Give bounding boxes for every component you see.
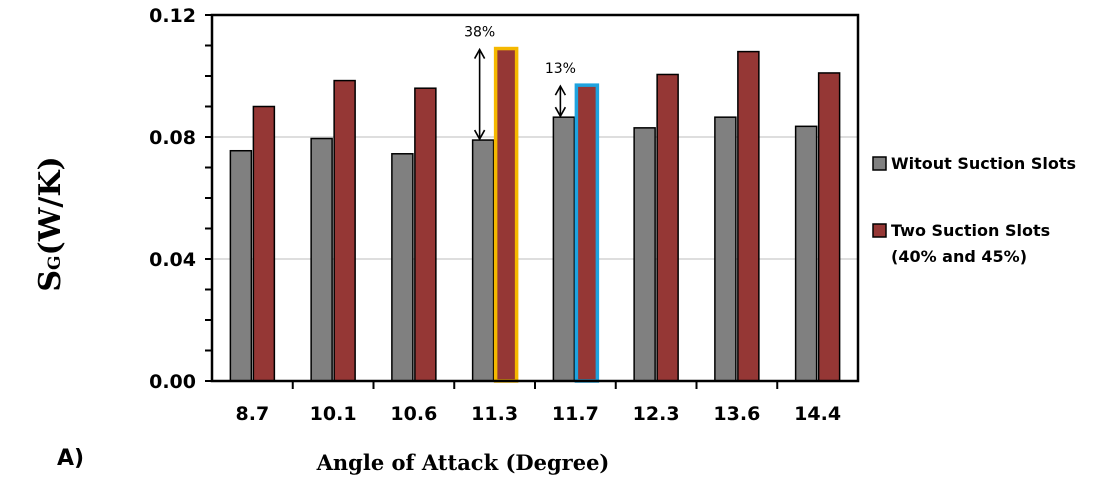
bar-two-slots xyxy=(737,50,760,382)
x-tick-label: 11.3 xyxy=(471,403,518,425)
increase-label: 38% xyxy=(464,25,495,41)
increase-label: 13% xyxy=(545,61,576,77)
y-tick-label: 0.08 xyxy=(149,127,196,149)
legend-swatch-two-slots xyxy=(872,223,887,238)
arrowhead-down xyxy=(473,129,486,141)
bar-two-slots xyxy=(414,87,437,382)
arrowhead-up xyxy=(554,84,567,96)
x-tick-label: 10.1 xyxy=(310,403,357,425)
y-tick-label: 0.04 xyxy=(149,249,196,271)
bar-two-slots xyxy=(817,72,841,382)
axes: 0.00 0.04 0.08 0.12 8.7 10.1 10.6 11.3 11.7 12.3 1… xyxy=(149,5,860,425)
x-tick-label: 8.7 xyxy=(236,403,270,425)
bar-two-slots xyxy=(656,73,679,382)
y-tick-label: 0.00 xyxy=(149,371,196,393)
legend-label-two-slots: Two Suction Slots xyxy=(891,221,1050,240)
bar-without-slots xyxy=(714,116,737,382)
legend-swatch-without xyxy=(872,156,887,171)
bar-two-slots xyxy=(252,105,276,382)
x-tick-label: 10.6 xyxy=(390,403,437,425)
bar-without-slots xyxy=(633,127,656,382)
y-tick-label: 0.12 xyxy=(149,5,196,27)
bar-two-slots xyxy=(333,79,356,382)
plot-frame xyxy=(210,13,860,383)
legend: Witout Suction Slots Two Suction Slots (… xyxy=(872,154,1076,266)
annotations: 38% 13% xyxy=(464,25,576,141)
y-axis-title-rest: (W/K) xyxy=(33,156,68,255)
bar-without-slots xyxy=(229,149,253,382)
legend-label-without: Witout Suction Slots xyxy=(891,154,1076,173)
gridlines xyxy=(212,136,858,260)
panel-label: A) xyxy=(57,446,84,471)
x-axis-title: Angle of Attack (Degree) xyxy=(316,450,610,475)
y-axis-title-main: S xyxy=(33,270,68,292)
bar-without-slots xyxy=(471,139,495,382)
bars xyxy=(229,46,841,383)
arrowhead-down xyxy=(554,106,567,118)
x-tick-label: 13.6 xyxy=(713,403,760,425)
bar-without-slots xyxy=(794,125,818,382)
y-axis-title: SG(W/K) xyxy=(33,156,68,291)
bar-two-slots xyxy=(574,83,600,383)
x-tick-label: 14.4 xyxy=(794,403,841,425)
bar-without-slots xyxy=(391,153,414,382)
bar-two-slots xyxy=(493,46,519,383)
x-tick-label: 11.7 xyxy=(552,403,599,425)
arrowhead-up xyxy=(473,47,486,59)
bar-without-slots xyxy=(552,116,576,382)
y-axis-title-sub: G xyxy=(45,255,65,270)
legend-label-two-slots-line2: (40% and 45%) xyxy=(891,247,1027,266)
bar-without-slots xyxy=(310,137,333,382)
x-tick-label: 12.3 xyxy=(633,403,680,425)
